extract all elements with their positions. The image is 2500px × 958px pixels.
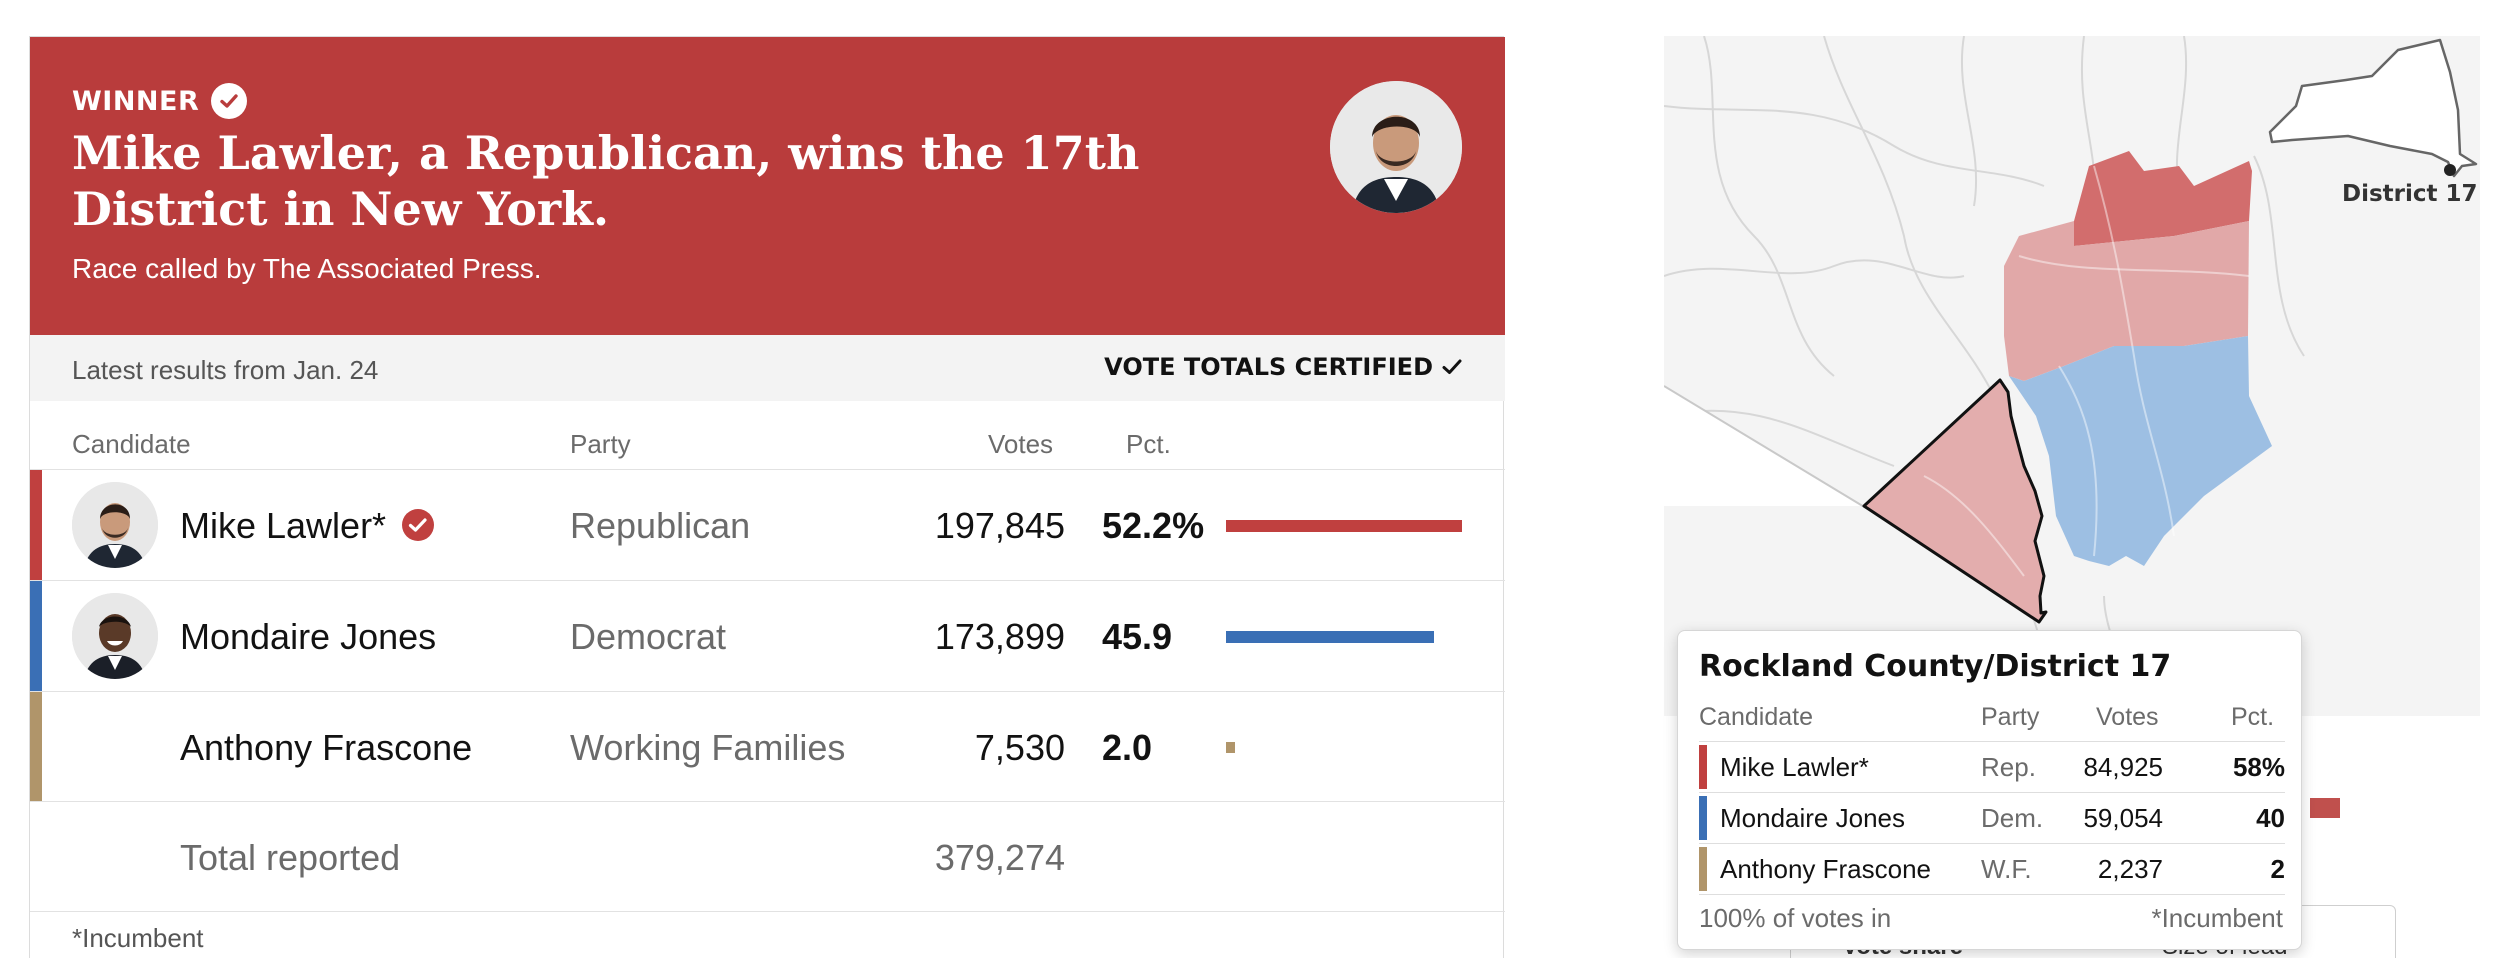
tooltip-header-votes: Votes: [2096, 703, 2159, 731]
divider: [30, 580, 1505, 581]
checkmark-icon: [1442, 359, 1462, 374]
district-map[interactable]: [1664, 36, 2480, 716]
race-called-note: Race called by The Associated Press.: [72, 253, 542, 284]
county-tooltip: Rockland County/District 17 Candidate Pa…: [1677, 630, 2302, 950]
vote-share-bar: [1226, 631, 1434, 643]
tooltip-candidate-pct: 40: [2256, 803, 2285, 833]
tooltip-incumbent-note: *Incumbent: [2151, 903, 2283, 933]
ny-state-inset: [2268, 38, 2478, 178]
status-bar: Latest results from Jan. 24 VOTE TOTALS …: [30, 335, 1505, 401]
tooltip-candidate-party: Rep.: [1981, 752, 2036, 782]
divider: [30, 691, 1505, 692]
county-dark-red[interactable]: [2074, 151, 2252, 246]
district-location-dot: [2444, 164, 2456, 176]
certified-label: VOTE TOTALS CERTIFIED: [1104, 353, 1433, 381]
divider: [1699, 792, 2285, 793]
table-row: Mondaire Jones Democrat 173,899 45.9: [30, 581, 1505, 691]
district-label: District 17: [2342, 181, 2478, 207]
column-header-candidate: Candidate: [72, 429, 191, 459]
candidate-pct: 45.9: [1102, 616, 1173, 657]
party-color-stripe: [30, 692, 42, 802]
table-row: Anthony Frascone Working Families 7,530 …: [30, 692, 1505, 802]
candidate-votes: 173,899: [934, 616, 1065, 657]
vote-share-bar: [1226, 520, 1462, 532]
tooltip-header-pct: Pct.: [2231, 703, 2275, 731]
candidate-party: Democrat: [570, 616, 727, 657]
tooltip-candidate-name: Mike Lawler*: [1720, 752, 1869, 782]
table-row: Mike Lawler* Republican 197,845 52.2%: [30, 470, 1505, 580]
candidate-party: Republican: [570, 505, 751, 546]
total-row: Total reported 379,274: [30, 802, 1505, 912]
candidate-pct: 52.2%: [1102, 505, 1205, 546]
tooltip-candidate-name: Mondaire Jones: [1720, 803, 1905, 833]
candidate-photo: [72, 593, 158, 679]
divider: [1699, 741, 2285, 742]
district-road-lines: [1923, 165, 2250, 577]
lead-bar-partial: [2310, 798, 2340, 818]
winner-photo: [1330, 81, 1462, 213]
divider: [1699, 843, 2285, 844]
winner-check-icon: [401, 508, 435, 547]
party-color-stripe: [1699, 847, 1707, 891]
headline: Mike Lawler, a Republican, wins the 17th…: [72, 126, 1140, 236]
candidate-pct: 2.0: [1102, 727, 1153, 768]
tooltip-candidate-name: Anthony Frascone: [1720, 854, 1932, 884]
party-color-stripe: [1699, 745, 1707, 789]
tooltip-header-candidate: Candidate: [1699, 703, 1813, 731]
divider: [1699, 894, 2285, 895]
checkmark-icon: [211, 83, 248, 119]
winner-banner: WINNER Mike Lawler, a Republican, wins t…: [30, 37, 1505, 335]
party-color-stripe: [30, 470, 42, 580]
vote-share-bar: [1226, 742, 1235, 753]
candidate-votes: 7,530: [974, 727, 1065, 768]
tooltip-reporting-status: 100% of votes in: [1699, 903, 1892, 933]
tooltip-header-party: Party: [1981, 703, 2040, 731]
divider: [30, 469, 1505, 470]
tooltip-candidate-votes: 59,054: [2083, 803, 2163, 833]
column-header-pct: Pct.: [1126, 429, 1171, 459]
tooltip-row: Anthony Frascone W.F. 2,237 2: [1699, 844, 2285, 894]
tooltip-title: Rockland County/District 17: [1699, 649, 2172, 684]
candidate-party: Working Families: [570, 727, 846, 768]
tooltip-candidate-party: W.F.: [1981, 854, 2032, 884]
tooltip-row: Mike Lawler* Rep. 84,925 58%: [1699, 742, 2285, 792]
county-rockland-selected[interactable]: [1862, 378, 2048, 624]
party-color-stripe: [30, 581, 42, 691]
winner-label: WINNER: [72, 85, 200, 117]
candidate-name: Mondaire Jones: [180, 616, 437, 657]
column-header-votes: Votes: [988, 429, 1054, 459]
party-color-stripe: [1699, 796, 1707, 840]
divider: [30, 911, 1505, 912]
total-label: Total reported: [180, 837, 401, 878]
tooltip-candidate-votes: 84,925: [2083, 752, 2163, 782]
tooltip-candidate-party: Dem.: [1981, 803, 2044, 833]
tooltip-candidate-pct: 58%: [2232, 752, 2285, 782]
tooltip-candidate-pct: 2: [2270, 854, 2285, 884]
candidate-photo: [72, 482, 158, 568]
total-votes: 379,274: [934, 837, 1065, 878]
winner-tag: WINNER: [72, 83, 248, 119]
candidate-votes: 197,845: [934, 505, 1065, 546]
incumbent-footnote: *Incumbent: [72, 923, 204, 953]
divider: [30, 801, 1505, 802]
latest-results-timestamp: Latest results from Jan. 24: [72, 355, 379, 385]
candidate-name: Mike Lawler*: [180, 505, 387, 546]
tooltip-row: Mondaire Jones Dem. 59,054 40: [1699, 793, 2285, 843]
certified-badge: VOTE TOTALS CERTIFIED: [1104, 353, 1463, 381]
state-border-line: [1664, 385, 1867, 509]
tooltip-candidate-votes: 2,237: [2097, 854, 2163, 884]
column-header-party: Party: [570, 429, 631, 459]
county-blue[interactable]: [2009, 336, 2272, 566]
county-light-red[interactable]: [2004, 221, 2249, 381]
candidate-name: Anthony Frascone: [180, 727, 473, 768]
results-panel: WINNER Mike Lawler, a Republican, wins t…: [29, 36, 1505, 958]
ny-state-outline: [2268, 38, 2478, 178]
